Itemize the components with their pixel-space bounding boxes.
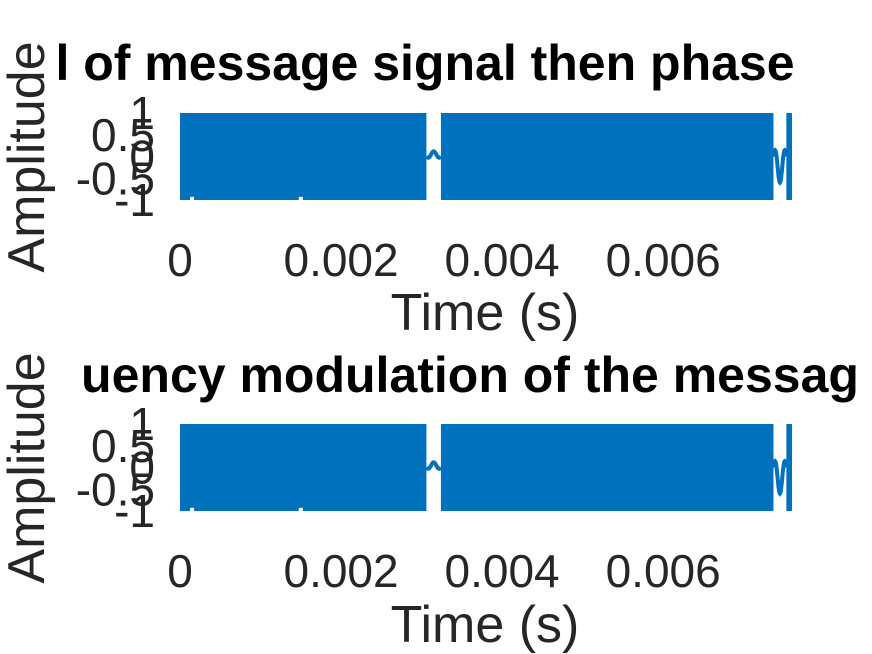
signal-band-segment-0: [180, 424, 427, 511]
plot-area-bottom: [180, 424, 792, 512]
y-tick-label: 0.5: [91, 109, 155, 161]
y-axis-label-bottom: Amplitude: [0, 352, 56, 583]
x-tick-label: 0.004: [445, 545, 560, 597]
chart-title-bottom: uency modulation of the messag: [81, 347, 859, 403]
x-tick-label: 0: [167, 545, 193, 597]
y-ticks-bottom: -1-0.500.51: [76, 398, 155, 537]
signal-band-segment-1: [440, 424, 774, 511]
y-tick-label: -1: [114, 174, 155, 226]
x-tick-label: 0.006: [606, 234, 721, 286]
y-axis-label-top: Amplitude: [0, 41, 56, 272]
x-ticks-bottom: 0 0.002 0.004 0.006: [167, 545, 721, 597]
x-axis-label-bottom: Time (s): [391, 596, 580, 654]
signal-notch-1: [298, 196, 303, 201]
y-tick-label: -0.5: [76, 463, 155, 515]
x-axis-label-top: Time (s): [391, 284, 580, 342]
y-tick-label: -0.5: [76, 152, 155, 204]
y-tick-label: 1: [129, 398, 155, 450]
y-ticks-top: -1-0.500.51: [76, 87, 155, 226]
chart-panel-bottom: uency modulation of the messag -1-0.500.…: [0, 347, 859, 654]
signal-band-segment-1: [440, 113, 774, 200]
x-tick-label: 0.002: [283, 234, 398, 286]
chart-title-top: l of message signal then phase: [55, 35, 794, 91]
y-tick-label: -1: [114, 485, 155, 537]
signal-spike-0: [424, 460, 443, 471]
signal-band-segment-0: [180, 113, 427, 200]
signal-band-segment-2: [786, 424, 792, 511]
x-ticks-top: 0 0.002 0.004 0.006: [167, 234, 721, 286]
y-tick-label: 1: [129, 87, 155, 139]
y-tick-label: 0: [129, 131, 155, 183]
signal-spike-0: [424, 149, 443, 160]
x-tick-label: 0: [167, 234, 193, 286]
signal-notch-1: [298, 507, 303, 512]
signal-notch-0: [190, 507, 195, 512]
x-tick-label: 0.004: [445, 234, 560, 286]
signal-notch-0: [190, 196, 195, 201]
chart-panel-top: l of message signal then phase -1-0.500.…: [0, 35, 795, 342]
y-tick-label: 0.5: [91, 420, 155, 472]
plot-area-top: [180, 113, 792, 201]
signal-spike-1: [771, 147, 789, 186]
x-tick-label: 0.006: [606, 545, 721, 597]
signal-band-segment-2: [786, 113, 792, 200]
signal-spike-1: [771, 458, 789, 497]
y-tick-label: 0: [129, 442, 155, 494]
x-tick-label: 0.002: [283, 545, 398, 597]
